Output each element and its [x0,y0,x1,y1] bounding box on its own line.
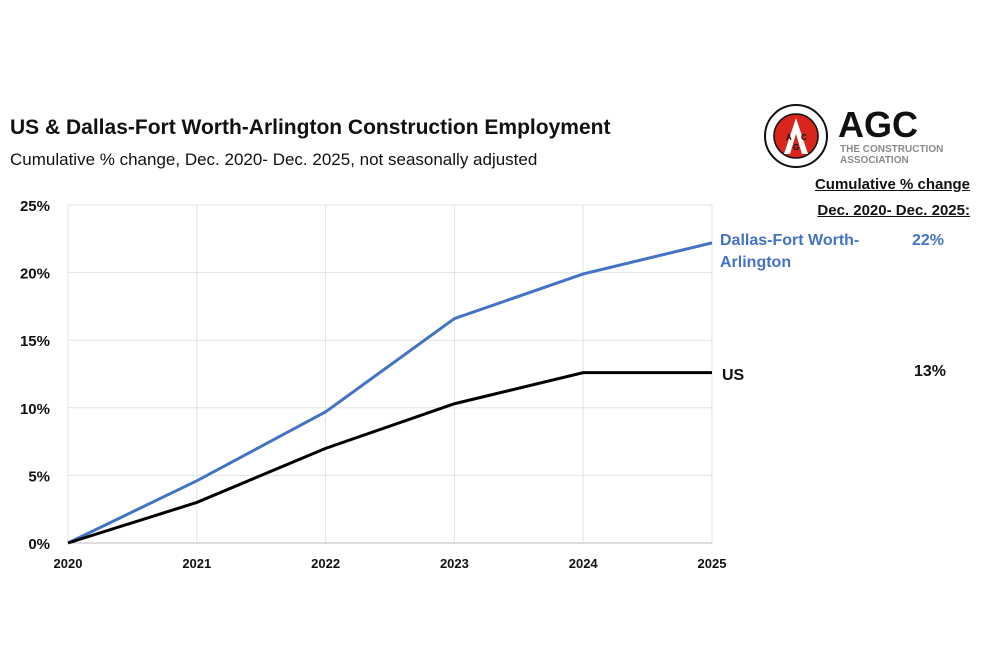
svg-text:C: C [801,133,807,142]
end-value-us: 13% [914,363,946,380]
series-line-us [67,371,712,545]
agc-logo: A C G AGC THE CONSTRUCTION ASSOCIATION [762,104,962,168]
chart-title: US & Dallas-Fort Worth-Arlington Constru… [10,116,611,139]
x-tick-label: 2023 [440,556,469,571]
y-tick-label: 15% [20,333,50,350]
y-tick-label: 0% [28,536,50,553]
x-tick-label: 2024 [569,556,599,571]
x-tick-label: 2020 [54,556,83,571]
series-label-dallas: Dallas-Fort Worth-Arlington [720,232,859,271]
x-tick-label: 2022 [311,556,340,571]
series-label-us: US [722,367,745,384]
svg-text:AGC: AGC [838,104,918,145]
agc-seal-icon: A C G AGC THE CONSTRUCTION ASSOCIATION [764,104,943,168]
svg-text:G: G [793,143,799,152]
x-tick-label: 2021 [182,556,211,571]
chart-subtitle: Cumulative % change, Dec. 2020- Dec. 202… [10,150,538,169]
y-tick-label: 25% [20,198,50,215]
x-tick-label: 2025 [698,556,727,571]
y-tick-label: 20% [20,266,50,283]
side-header-line2: Dec. 2020- Dec. 2025: [817,202,970,219]
side-header-line1: Cumulative % change [814,176,970,193]
svg-text:ASSOCIATION: ASSOCIATION [840,155,909,166]
svg-text:THE CONSTRUCTION: THE CONSTRUCTION [840,144,943,155]
svg-text:A: A [786,133,792,142]
series-line-dallas [67,241,713,545]
end-value-dallas: 22% [912,232,944,249]
y-tick-label: 5% [28,468,50,485]
y-tick-label: 10% [20,401,50,418]
